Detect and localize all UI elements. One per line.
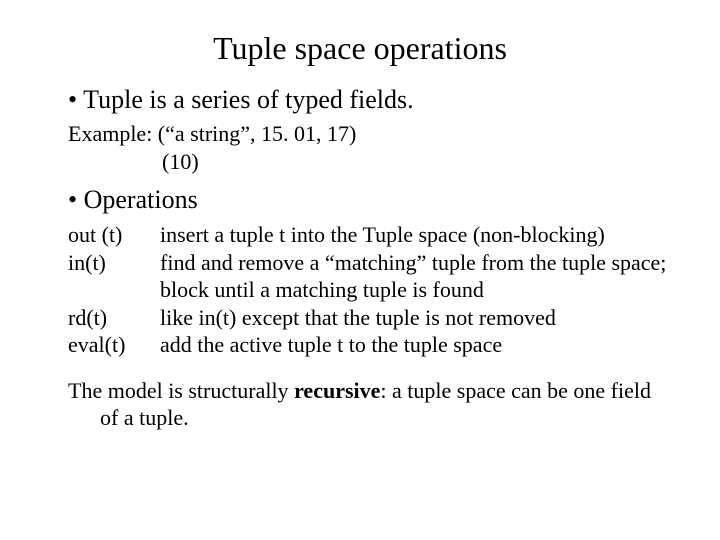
- table-row: out (t) insert a tuple t into the Tuple …: [68, 221, 670, 249]
- slide-title: Tuple space operations: [50, 30, 670, 67]
- example-line-1: Example: (“a string”, 15. 01, 17): [68, 121, 670, 147]
- table-row: in(t) find and remove a “matching” tuple…: [68, 249, 670, 304]
- op-label: rd(t): [68, 304, 160, 332]
- op-desc: like in(t) except that the tuple is not …: [160, 304, 670, 332]
- example-line-2: (10): [162, 149, 670, 175]
- closing-pre: The model is structurally: [68, 378, 294, 403]
- op-desc: insert a tuple t into the Tuple space (n…: [160, 221, 670, 249]
- op-desc: add the active tuple t to the tuple spac…: [160, 331, 670, 359]
- table-row: rd(t) like in(t) except that the tuple i…: [68, 304, 670, 332]
- bullet-tuple-definition: Tuple is a series of typed fields.: [68, 85, 670, 115]
- closing-bold: recursive: [294, 378, 380, 403]
- op-label: in(t): [68, 249, 160, 304]
- table-row: eval(t) add the active tuple t to the tu…: [68, 331, 670, 359]
- op-label: out (t): [68, 221, 160, 249]
- bullet-operations: Operations: [68, 185, 670, 215]
- op-label: eval(t): [68, 331, 160, 359]
- op-desc: find and remove a “matching” tuple from …: [160, 249, 670, 304]
- closing-paragraph: The model is structurally recursive: a t…: [68, 377, 670, 432]
- operations-table: out (t) insert a tuple t into the Tuple …: [68, 221, 670, 359]
